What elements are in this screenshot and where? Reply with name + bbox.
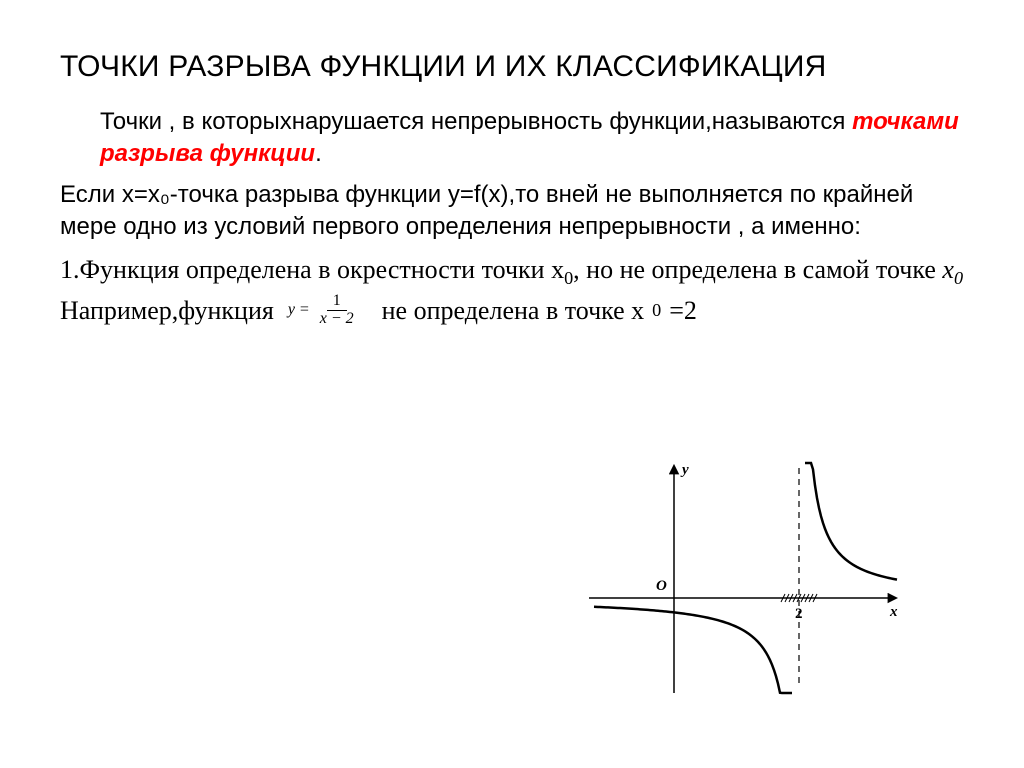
item1-sub1: 0: [564, 268, 573, 288]
item1-b: , но не определена в самой точке: [573, 255, 942, 284]
slide: ТОЧКИ РАЗРЫВА ФУНКЦИИ И ИХ КЛАССИФИКАЦИЯ…: [0, 0, 1024, 768]
item1-c: х: [942, 255, 954, 284]
example-b: не определена в точке х: [382, 293, 645, 328]
svg-text:2: 2: [795, 606, 803, 622]
formula: y = 1 x − 2: [288, 293, 360, 328]
example-line: Например,функция y = 1 x − 2 не определе…: [60, 293, 964, 328]
svg-text:x: x: [889, 604, 898, 620]
formula-den: x − 2: [314, 311, 360, 328]
svg-text:y: y: [680, 462, 689, 478]
example-a: Например,функция: [60, 293, 274, 328]
example-c: =2: [669, 293, 697, 328]
formula-fraction: 1 x − 2: [314, 293, 360, 328]
svg-text:O: O: [656, 578, 667, 594]
graph-svg: Oy x 2: [584, 458, 904, 698]
item1-a: 1.Функция определена в окрестности точки…: [60, 255, 564, 284]
def-text-a: Точки , в которыхнарушается непрерывност…: [100, 108, 852, 135]
condition-paragraph: Если х=х₀-точка разрыва функции y=f(x),т…: [60, 179, 964, 244]
def-text-b: .: [315, 140, 322, 167]
item-1: 1.Функция определена в окрестности точки…: [60, 252, 964, 287]
item1-sub2: 0: [954, 268, 963, 288]
formula-num: 1: [327, 293, 347, 311]
formula-lhs: y =: [288, 299, 310, 321]
graph: Oy x 2: [584, 458, 904, 698]
definition-paragraph: Точки , в которыхнарушается непрерывност…: [60, 106, 964, 171]
page-title: ТОЧКИ РАЗРЫВА ФУНКЦИИ И ИХ КЛАССИФИКАЦИЯ: [60, 50, 964, 84]
cond-text: Если х=х₀-точка разрыва функции y=f(x),т…: [60, 181, 913, 240]
